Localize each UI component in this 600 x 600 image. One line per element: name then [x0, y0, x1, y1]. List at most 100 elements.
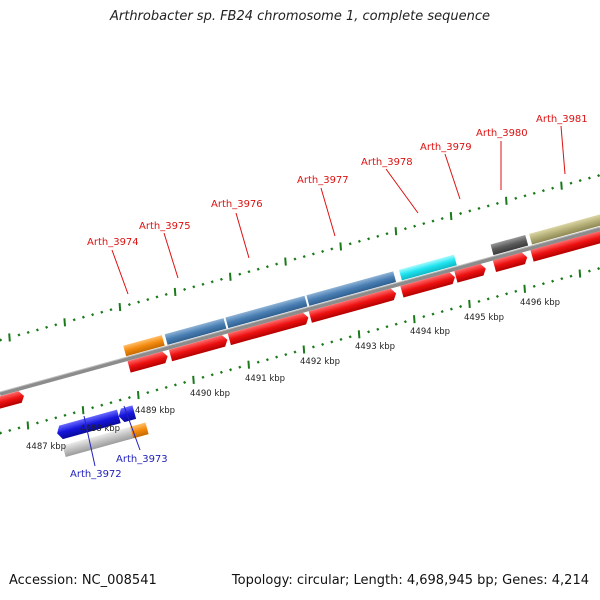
tick-mark — [477, 206, 481, 211]
tick-mark — [376, 234, 380, 238]
tick-mark — [118, 303, 122, 312]
tick-mark — [431, 219, 435, 223]
tick-mark — [229, 368, 233, 372]
tick-mark — [357, 330, 361, 339]
kbp-label-4496: 4496 kbp — [520, 298, 560, 308]
tick-mark — [403, 320, 407, 324]
gene-label-arth-3972: Arth_3972 — [70, 469, 122, 480]
tick-mark — [127, 396, 131, 400]
tick-mark — [440, 309, 444, 314]
tick-mark — [569, 181, 573, 185]
map-title: Arthrobacter sp. FB24 chromosome 1, comp… — [109, 9, 491, 24]
tick-mark — [541, 189, 545, 193]
inner-tick-marks — [0, 266, 600, 435]
gene-arth-3976-feature — [225, 295, 308, 329]
tick-mark — [394, 322, 398, 326]
tick-mark — [431, 312, 435, 316]
gene-arth-3978-arrow — [400, 272, 455, 298]
gene-arth-3980-arrow — [492, 252, 528, 273]
tick-mark — [63, 413, 67, 417]
tick-mark — [449, 307, 453, 311]
gene-arth-3975-feature — [164, 318, 227, 345]
gene-partial-arrow — [0, 391, 24, 412]
tick-mark — [155, 388, 159, 392]
tick-mark — [587, 176, 591, 180]
bottom-label-leaders — [83, 405, 141, 467]
gene-arth-3972-feature — [62, 426, 134, 457]
kbp-label-4490: 4490 kbp — [190, 389, 230, 399]
tick-mark — [219, 277, 223, 281]
tick-mark — [183, 287, 187, 291]
tick-mark — [164, 385, 168, 390]
tick-mark — [54, 416, 58, 420]
tick-mark — [72, 411, 76, 415]
tick-mark — [560, 181, 563, 190]
tick-mark — [247, 270, 251, 274]
tick-mark — [367, 330, 371, 334]
tick-mark — [311, 252, 315, 256]
gene-arth-3979-arrow — [454, 263, 486, 283]
tick-mark — [229, 272, 232, 281]
kbp-label-4494: 4494 kbp — [410, 327, 450, 337]
tick-mark — [164, 292, 168, 297]
tick-mark — [348, 335, 352, 339]
kbp-label-4488: 4488 kbp — [80, 424, 120, 434]
tick-mark — [72, 318, 76, 322]
kbp-label-4487: 4487 kbp — [26, 442, 66, 452]
tick-mark — [367, 237, 371, 241]
gene-label-arth-3973: Arth_3973 — [116, 454, 168, 465]
tick-mark — [173, 383, 177, 387]
tick-mark — [0, 431, 3, 435]
tick-mark — [8, 333, 11, 342]
gene-label-arth-3978: Arth_3978 — [361, 157, 413, 168]
tick-mark — [523, 284, 526, 293]
gene-arth-3978-feature — [398, 254, 457, 281]
tick-mark — [321, 342, 325, 347]
tick-mark — [183, 380, 187, 384]
tick-mark — [440, 216, 444, 221]
tick-mark — [100, 403, 104, 407]
tick-mark — [81, 406, 85, 415]
kbp-label-4493: 4493 kbp — [355, 342, 395, 352]
tick-mark — [394, 227, 398, 236]
tick-mark — [302, 254, 306, 259]
tick-mark — [109, 308, 113, 312]
tick-mark — [468, 299, 471, 309]
tick-mark — [376, 327, 380, 331]
gene-arth-3980-feature — [490, 234, 529, 256]
kbp-label-4492: 4492 kbp — [300, 357, 340, 367]
gene-label-arth-3975: Arth_3975 — [139, 221, 191, 232]
tick-mark — [321, 249, 325, 254]
accession-text: Accession: NC_008541 — [9, 573, 157, 588]
tick-mark — [201, 375, 205, 379]
tick-mark — [91, 313, 95, 317]
genome-info-text: Topology: circular; Length: 4,698,945 bp… — [231, 573, 589, 588]
tick-mark — [256, 267, 260, 271]
tick-mark — [486, 297, 490, 301]
tick-mark — [541, 282, 545, 286]
tick-mark — [146, 297, 150, 302]
backbone-highlight — [0, 226, 600, 393]
top-label-leaders — [111, 125, 566, 295]
tick-mark — [8, 428, 12, 433]
gene-label-arth-3979: Arth_3979 — [420, 142, 472, 153]
tick-mark — [311, 345, 315, 349]
tick-mark — [505, 196, 508, 205]
tick-mark — [265, 265, 269, 269]
tick-mark — [45, 418, 49, 422]
tick-mark — [514, 196, 518, 200]
tick-mark — [578, 179, 582, 183]
tick-mark — [155, 295, 159, 299]
tick-mark — [422, 222, 426, 226]
tick-mark — [81, 315, 85, 319]
tick-mark — [127, 303, 131, 307]
tick-mark — [413, 315, 416, 324]
tick-mark — [495, 294, 499, 298]
tick-mark — [449, 211, 453, 221]
kbp-label-4495: 4495 kbp — [464, 313, 504, 323]
tick-mark — [551, 279, 555, 283]
tick-mark — [210, 280, 214, 284]
tick-mark — [468, 209, 472, 213]
tick-mark — [26, 330, 30, 334]
